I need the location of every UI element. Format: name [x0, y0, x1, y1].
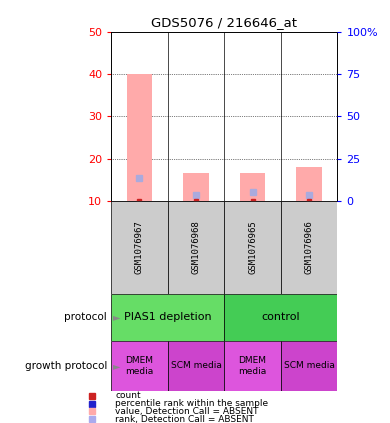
Bar: [224, 294, 337, 341]
Text: SCM media: SCM media: [170, 361, 222, 371]
Text: value, Detection Call = ABSENT: value, Detection Call = ABSENT: [115, 407, 259, 416]
Bar: [168, 341, 224, 391]
Bar: [240, 173, 265, 201]
Bar: [281, 341, 337, 391]
Bar: [111, 294, 224, 341]
Text: SCM media: SCM media: [284, 361, 335, 371]
Bar: [296, 167, 322, 201]
Bar: [183, 173, 209, 201]
Text: control: control: [261, 312, 300, 322]
Text: growth protocol: growth protocol: [25, 361, 107, 371]
Bar: [111, 201, 168, 294]
Text: protocol: protocol: [64, 312, 107, 322]
Text: DMEM
media: DMEM media: [125, 356, 154, 376]
Text: rank, Detection Call = ABSENT: rank, Detection Call = ABSENT: [115, 415, 254, 423]
Bar: [281, 201, 337, 294]
Bar: [111, 341, 168, 391]
Text: GSM1076966: GSM1076966: [305, 220, 314, 275]
Bar: [224, 341, 281, 391]
Title: GDS5076 / 216646_at: GDS5076 / 216646_at: [151, 16, 297, 29]
Bar: [168, 201, 224, 294]
Text: ►: ►: [113, 361, 121, 371]
Text: count: count: [115, 391, 141, 401]
Text: ►: ►: [113, 312, 121, 322]
Text: GSM1076968: GSM1076968: [191, 220, 200, 275]
Text: DMEM
media: DMEM media: [238, 356, 267, 376]
Bar: [224, 201, 281, 294]
Text: percentile rank within the sample: percentile rank within the sample: [115, 399, 268, 408]
Text: GSM1076967: GSM1076967: [135, 220, 144, 275]
Text: PIAS1 depletion: PIAS1 depletion: [124, 312, 211, 322]
Text: GSM1076965: GSM1076965: [248, 220, 257, 275]
Bar: [127, 74, 152, 201]
